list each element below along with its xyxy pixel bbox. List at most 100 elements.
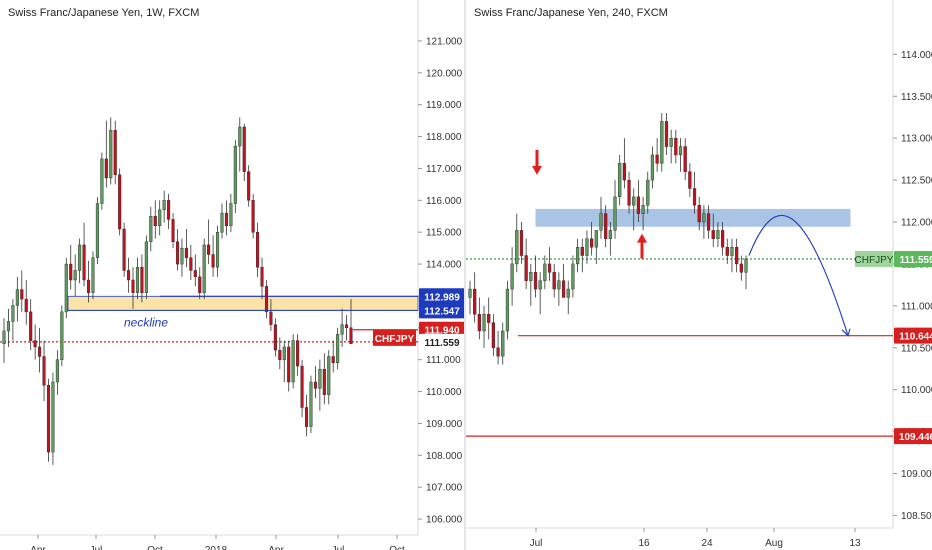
candle-body bbox=[594, 230, 598, 248]
candle-body bbox=[144, 241, 148, 293]
candle-body bbox=[557, 280, 561, 290]
candle-body bbox=[613, 196, 617, 231]
candle-body bbox=[547, 263, 552, 273]
candle-body bbox=[251, 200, 255, 233]
candle-body bbox=[632, 196, 636, 206]
candle-body bbox=[189, 257, 193, 271]
down-arrow-head bbox=[532, 165, 542, 175]
y-tick-label: 121.000 bbox=[426, 36, 463, 47]
candle-body bbox=[491, 322, 495, 348]
candle-body bbox=[6, 321, 10, 332]
y-tick-label: 112.000 bbox=[901, 218, 932, 229]
left-chart-panel[interactable]: 106.000 107.000 108.000 109.000 110.000 111.0… bbox=[0, 0, 465, 550]
price-tag bbox=[894, 327, 932, 344]
candle-body bbox=[113, 129, 117, 176]
neckline-label: neckline bbox=[124, 315, 168, 329]
candle-body bbox=[216, 231, 220, 268]
y-tick-label: 114.000 bbox=[901, 50, 932, 61]
candle-body bbox=[140, 267, 144, 293]
candle-body bbox=[256, 231, 260, 268]
price-tag-text: 112.547 bbox=[424, 306, 460, 317]
price-tag bbox=[419, 302, 465, 319]
candle-body bbox=[260, 267, 264, 287]
candle-body bbox=[300, 365, 304, 408]
price-tag bbox=[894, 250, 932, 267]
price-tag-text: 111.940 bbox=[424, 326, 459, 337]
candle-body bbox=[20, 289, 24, 300]
x-tick-label: 13 bbox=[849, 538, 861, 549]
candle-body bbox=[739, 263, 743, 273]
x-tick-label: Aug bbox=[765, 538, 783, 549]
candle-body bbox=[505, 288, 510, 332]
panel-divider[interactable] bbox=[464, 0, 466, 550]
candle-body bbox=[473, 288, 477, 315]
candle-body bbox=[211, 254, 215, 268]
candle-body bbox=[207, 244, 211, 255]
candle-body bbox=[327, 356, 331, 395]
candle-body bbox=[46, 384, 51, 453]
x-tick-label: Oct bbox=[389, 545, 405, 550]
candle-body bbox=[158, 209, 162, 227]
candle-body bbox=[278, 349, 282, 360]
y-tick-label: 108.000 bbox=[426, 451, 463, 462]
candle-body bbox=[122, 228, 126, 271]
candle-body bbox=[180, 247, 184, 265]
candle-body bbox=[599, 213, 603, 231]
candle-body bbox=[313, 381, 317, 389]
candle-body bbox=[224, 212, 228, 227]
candle-body bbox=[162, 200, 166, 211]
candle-body bbox=[318, 369, 322, 389]
candle-body bbox=[575, 246, 580, 265]
candle-body bbox=[309, 381, 313, 427]
candle-body bbox=[167, 200, 171, 220]
projection-arc bbox=[748, 215, 849, 336]
x-tick-label: Apr bbox=[268, 545, 284, 550]
candle-body bbox=[345, 324, 349, 329]
candle-body bbox=[706, 213, 711, 231]
candle-body bbox=[118, 174, 122, 230]
candle-body bbox=[730, 246, 734, 256]
y-tick-label: 111.000 bbox=[426, 355, 461, 366]
y-tick-label: 109.000 bbox=[426, 419, 463, 430]
y-tick-label: 116.000 bbox=[426, 196, 462, 207]
candle-body bbox=[202, 244, 206, 293]
candle-body bbox=[524, 255, 528, 281]
candle-body bbox=[229, 203, 233, 227]
up-arrow-head bbox=[637, 233, 647, 243]
candle-body bbox=[131, 279, 135, 293]
y-tick-label: 114.000 bbox=[426, 260, 462, 271]
x-tick-label: Oct bbox=[147, 545, 163, 550]
candle-body bbox=[674, 137, 678, 156]
chart-title: Swiss Franc/Japanese Yen, 240, FXCM bbox=[474, 7, 668, 19]
candle-body bbox=[529, 272, 533, 281]
right-chart-panel[interactable]: 108.500109.000109.500110.000110.500111.0… bbox=[466, 0, 932, 550]
y-tick-label: 111.000 bbox=[901, 301, 932, 312]
support-resistance-zone bbox=[67, 295, 419, 311]
y-tick-label: 110.500 bbox=[901, 343, 932, 354]
candle-body bbox=[82, 244, 86, 281]
candle-body bbox=[24, 298, 28, 313]
price-tag bbox=[894, 428, 932, 445]
y-tick-label: 110.000 bbox=[901, 385, 932, 396]
candle-body bbox=[171, 219, 175, 242]
support-resistance-zone bbox=[535, 208, 851, 227]
candle-body bbox=[220, 212, 224, 233]
candle-body bbox=[650, 154, 655, 181]
candle-body bbox=[287, 346, 291, 383]
candle-body bbox=[636, 196, 641, 214]
candle-body bbox=[60, 311, 64, 360]
weekly-chart[interactable]: 106.000 107.000 108.000 109.000 110.000 111.0… bbox=[0, 0, 465, 550]
candle-body bbox=[590, 238, 594, 248]
y-tick-label: 108.500 bbox=[901, 511, 932, 522]
candle-body bbox=[692, 188, 697, 206]
y-tick-label: 107.000 bbox=[426, 483, 463, 494]
candle-body bbox=[2, 330, 6, 344]
4h-chart[interactable]: 108.500109.000109.500110.000110.500111.0… bbox=[466, 0, 932, 550]
candle-body bbox=[135, 267, 139, 293]
y-tick-label: 120.000 bbox=[426, 68, 463, 79]
y-tick-label: 117.000 bbox=[426, 164, 462, 175]
candle-body bbox=[552, 272, 556, 290]
candle-body bbox=[291, 340, 295, 383]
candle-body bbox=[697, 205, 701, 223]
candle-body bbox=[604, 213, 608, 239]
